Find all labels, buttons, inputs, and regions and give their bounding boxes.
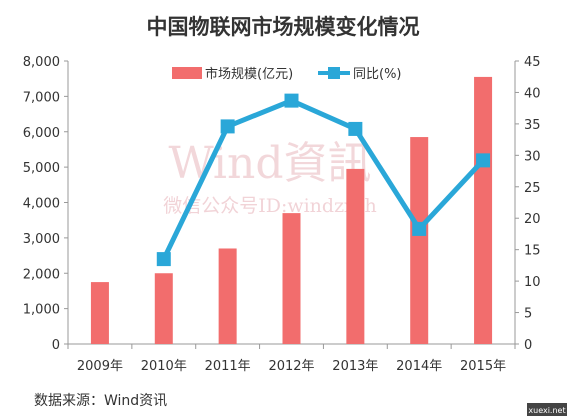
legend-bar-label: 市场规模(亿元) bbox=[205, 66, 293, 82]
bar bbox=[90, 282, 109, 344]
legend-line-label: 同比(%) bbox=[353, 67, 402, 82]
corner-mark-bg bbox=[527, 403, 567, 416]
line-point bbox=[476, 153, 491, 168]
y-right-tick-label: 20 bbox=[524, 212, 541, 227]
chart-title: 中国物联网市场规模变化情况 bbox=[147, 15, 420, 39]
y-right-tick-label: 45 bbox=[524, 55, 541, 70]
y-right-tick-label: 0 bbox=[524, 338, 532, 353]
plot-area: 0 1,000 2,000 3,000 4,000 5,000 6,000 7,000 8,00… bbox=[23, 55, 541, 374]
line-point bbox=[348, 121, 363, 136]
legend-line-marker bbox=[328, 67, 340, 79]
legend: 市场规模(亿元) 同比(%) bbox=[172, 66, 402, 82]
corner-mark: xuexi.net bbox=[527, 403, 567, 416]
corner-mark-text: xuexi.net bbox=[528, 406, 565, 415]
y-right-tick-label: 25 bbox=[524, 181, 541, 196]
x-tick-label: 2012年 bbox=[268, 359, 314, 374]
bar bbox=[346, 168, 365, 344]
x-tick-label: 2015年 bbox=[460, 359, 506, 374]
bar bbox=[282, 213, 301, 344]
x-tick-label: 2011年 bbox=[205, 359, 251, 374]
y-left-tick-label: 8,000 bbox=[23, 55, 60, 70]
y-left-tick-label: 5,000 bbox=[23, 161, 60, 176]
y-left-tick-label: 4,000 bbox=[23, 197, 60, 212]
source-note: 数据来源：Wind资讯 bbox=[34, 393, 167, 409]
y-left-tick-label: 3,000 bbox=[23, 232, 60, 247]
line-point bbox=[156, 252, 171, 267]
x-tick-label: 2013年 bbox=[332, 359, 378, 374]
watermark-sub: 微信公众号ID:windzxsh bbox=[163, 195, 377, 217]
y-left-tick-label: 7,000 bbox=[23, 90, 60, 105]
y-left-tick-label: 2,000 bbox=[23, 267, 60, 282]
y-left-tick-label: 1,000 bbox=[23, 303, 60, 318]
x-tick-label: 2009年 bbox=[77, 359, 123, 374]
y-right-tick-label: 15 bbox=[524, 244, 541, 259]
line-point bbox=[412, 221, 427, 236]
y-right-tick-label: 35 bbox=[524, 118, 541, 133]
y-right-tick-label: 10 bbox=[524, 275, 541, 290]
bar bbox=[154, 273, 173, 344]
y-left-tick-label: 0 bbox=[52, 338, 60, 353]
y-right-tick-label: 30 bbox=[524, 149, 541, 164]
bar bbox=[410, 137, 429, 344]
watermark: Wind資訊 微信公众号ID:windzxsh bbox=[163, 138, 377, 217]
line-point bbox=[220, 119, 235, 134]
line-point bbox=[284, 93, 299, 108]
bar bbox=[474, 76, 493, 344]
y-left-tick-label: 6,000 bbox=[23, 126, 60, 141]
x-tick-label: 2010年 bbox=[141, 359, 187, 374]
legend-bar-swatch bbox=[172, 67, 202, 79]
y-right-tick-label: 40 bbox=[524, 86, 541, 101]
line-series bbox=[161, 98, 485, 261]
bar bbox=[218, 248, 237, 344]
y-right-tick-label: 5 bbox=[524, 307, 532, 322]
x-tick-label: 2014年 bbox=[396, 359, 442, 374]
